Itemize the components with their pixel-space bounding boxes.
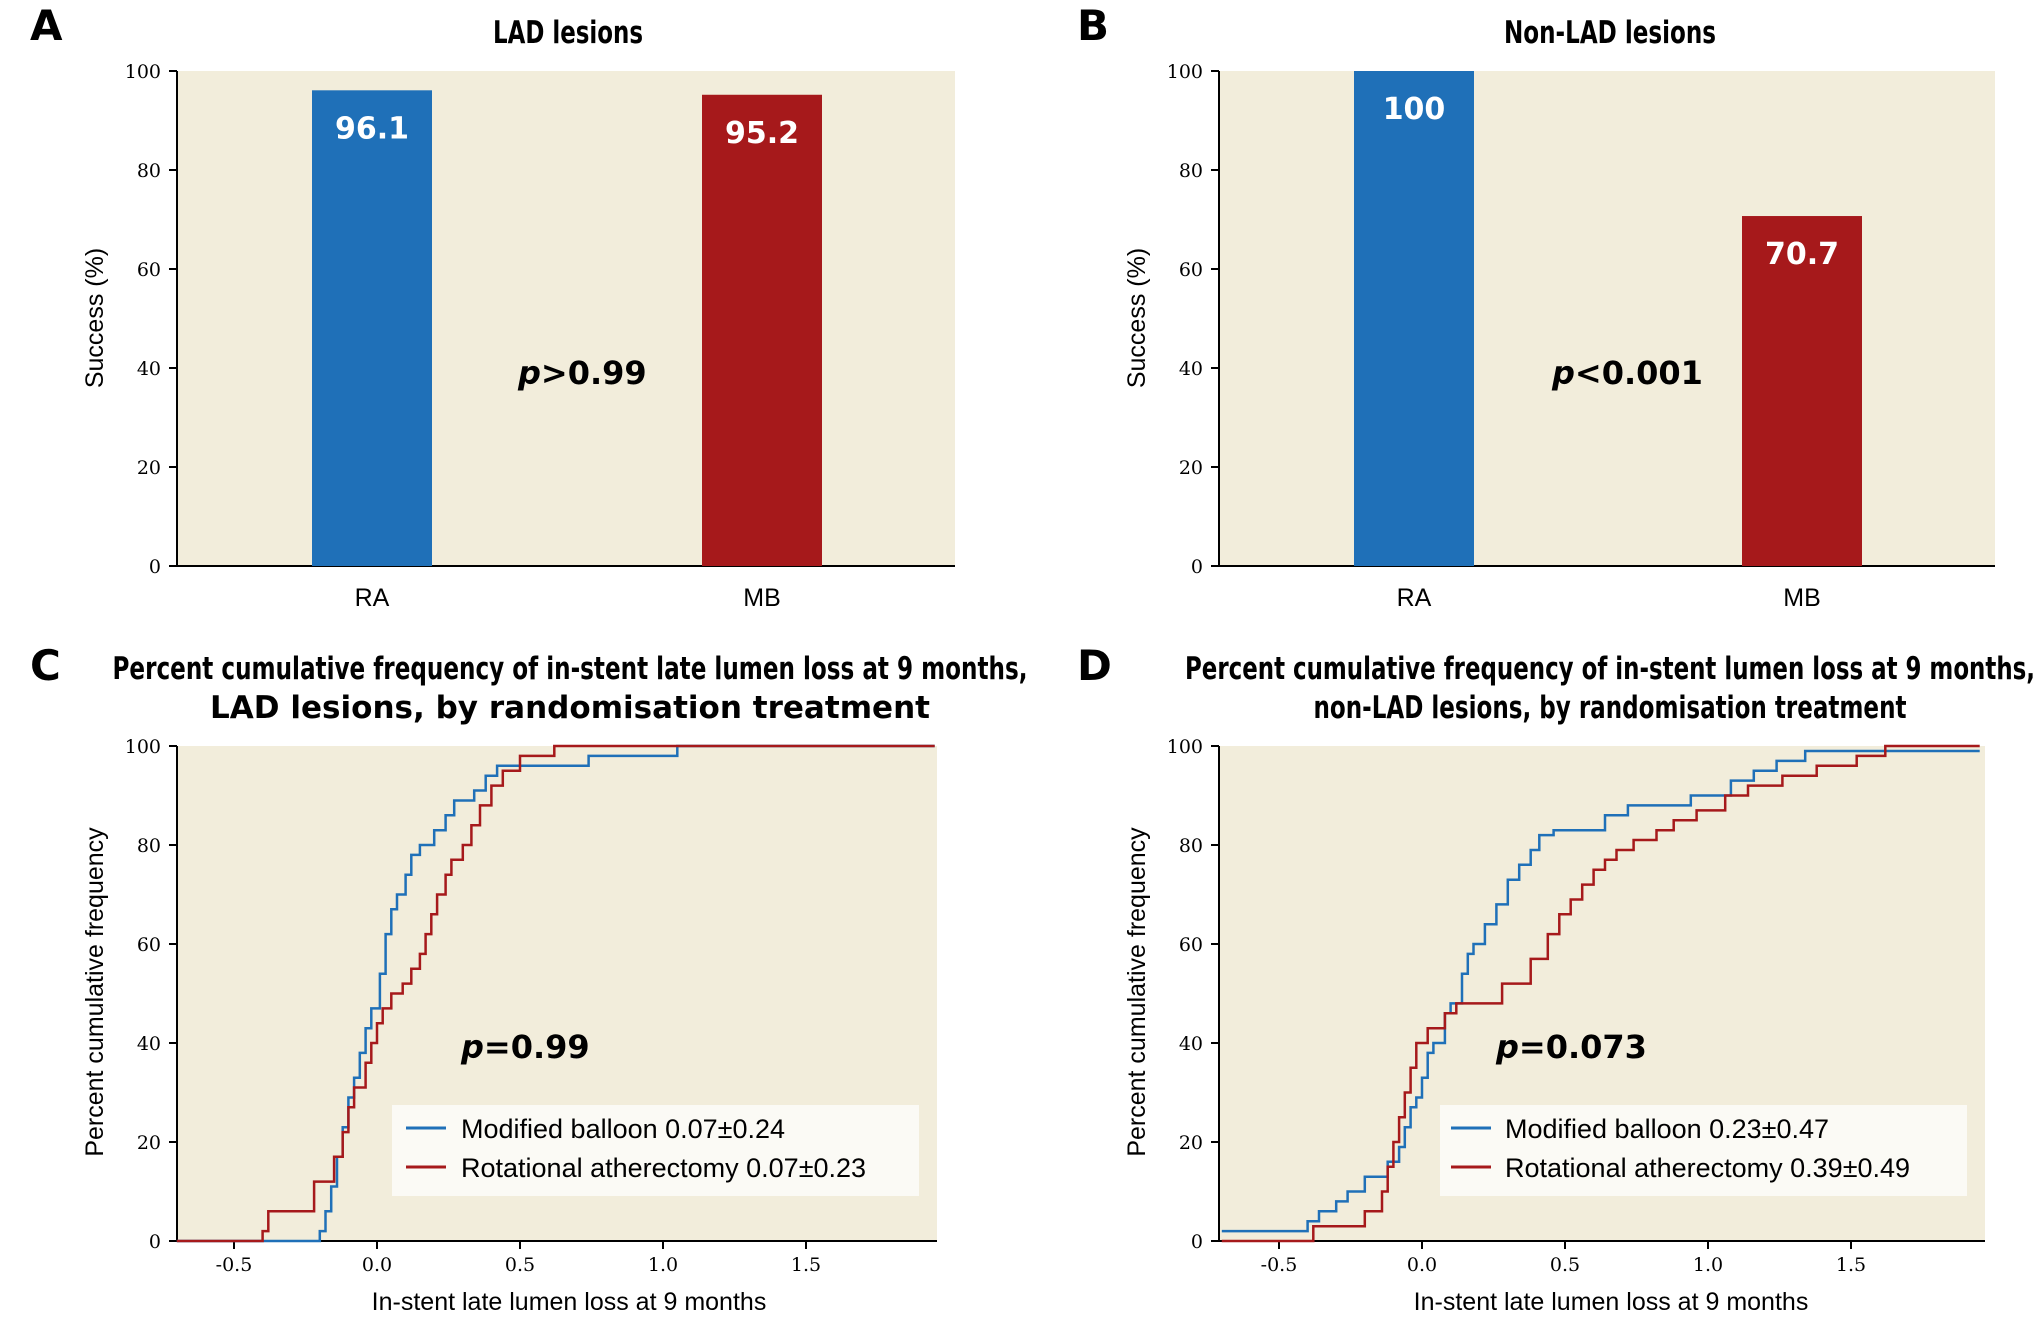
p-value-d: p=0.073 — [1495, 1028, 1647, 1066]
y-axis-title-a: Success (%) — [81, 248, 109, 388]
panel-c-title-line-2: LAD lesions, by randomisation treatment — [210, 690, 930, 726]
x-tick-label-c: 0.5 — [505, 1254, 535, 1276]
bar-mb-b — [1742, 216, 1862, 566]
panel-b: B Non-LAD lesions Success (%) 0 20 40 60 80 1… — [1077, 1, 1995, 612]
plot-area-b — [1219, 71, 1995, 566]
panel-c: C Percent cumulative frequency of in-ste… — [30, 641, 1028, 1316]
bar-mb-a — [702, 94, 822, 566]
y-tick-label-d: 80 — [1179, 835, 1203, 857]
p-value-a-value: >0.99 — [541, 354, 647, 392]
p-value-a: p>0.99 — [517, 354, 647, 392]
x-axis-title-c: In-stent late lumen loss at 9 months — [372, 1288, 767, 1316]
x-tick-label-d: 0.5 — [1550, 1254, 1580, 1276]
panel-d-title-line-1: Percent cumulative frequency of in-stent… — [1185, 651, 2035, 687]
p-value-b: p<0.001 — [1551, 354, 1703, 392]
y-tick-label-c: 0 — [149, 1231, 161, 1253]
bar-value-label-mb-b: 70.7 — [1765, 237, 1839, 272]
category-label-mb-a: MB — [743, 584, 781, 612]
y-tick-label-a: 60 — [137, 259, 161, 281]
x-axis-title-d: In-stent late lumen loss at 9 months — [1414, 1288, 1809, 1316]
x-tick-label-d: -0.5 — [1261, 1254, 1298, 1276]
y-tick-label-c: 80 — [137, 835, 161, 857]
y-tick-label-a: 100 — [125, 61, 161, 83]
series-balloon-d — [1221, 749, 1980, 1233]
p-value-c: p=0.99 — [460, 1028, 590, 1066]
category-label-ra-a: RA — [355, 584, 390, 612]
x-tick-label-d: 1.0 — [1693, 1254, 1723, 1276]
legend-c: Modified balloon 0.07±0.24 Rotational at… — [392, 1105, 919, 1196]
panel-c-title-line-1: Percent cumulative frequency of in-stent… — [113, 651, 1028, 687]
bar-ra-b — [1354, 71, 1474, 566]
y-tick-label-a: 80 — [137, 160, 161, 182]
panel-a: A LAD lesions Success (%) 0 20 40 60 80 100 9… — [30, 1, 955, 612]
category-label-ra-b: RA — [1397, 584, 1432, 612]
y-tick-label-a: 0 — [149, 556, 161, 578]
panel-letter-d: D — [1077, 641, 1112, 690]
p-value-a-p: p — [517, 354, 541, 392]
x-tick-label-c: 0.0 — [362, 1254, 392, 1276]
legend-c-box — [392, 1105, 919, 1196]
panel-a-title: LAD lesions — [493, 15, 643, 51]
panel-letter-b: B — [1077, 1, 1109, 50]
bar-value-label-ra-a: 96.1 — [335, 111, 409, 146]
legend-d-label-balloon: Modified balloon 0.23±0.47 — [1505, 1114, 1829, 1144]
y-tick-label-a: 40 — [137, 358, 161, 380]
plot-area-a — [177, 71, 955, 566]
panel-d-title-line-2: non-LAD lesions, by randomisation treatm… — [1314, 690, 1907, 726]
x-tick-label-c: 1.0 — [648, 1254, 678, 1276]
panel-letter-a: A — [30, 1, 63, 50]
p-value-b-p: p — [1551, 354, 1575, 392]
y-tick-label-b: 0 — [1191, 556, 1203, 578]
p-value-b-value: <0.001 — [1575, 354, 1703, 392]
y-tick-label-d: 20 — [1179, 1132, 1203, 1154]
category-label-mb-b: MB — [1783, 584, 1821, 612]
y-tick-label-b: 60 — [1179, 259, 1203, 281]
y-tick-label-b: 100 — [1167, 61, 1203, 83]
bar-value-label-ra-b: 100 — [1383, 92, 1446, 127]
legend-c-label-balloon: Modified balloon 0.07±0.24 — [461, 1114, 785, 1144]
legend-c-label-atherectomy: Rotational atherectomy 0.07±0.23 — [461, 1153, 866, 1183]
p-value-d-value: =0.073 — [1519, 1028, 1647, 1066]
x-tick-label-c: 1.5 — [791, 1254, 821, 1276]
y-tick-label-c: 40 — [137, 1033, 161, 1055]
y-tick-label-b: 20 — [1179, 457, 1203, 479]
series-atherectomy-d — [1221, 744, 1980, 1243]
y-tick-label-d: 40 — [1179, 1033, 1203, 1055]
legend-d-box — [1440, 1105, 1967, 1196]
legend-d: Modified balloon 0.23±0.47 Rotational at… — [1440, 1105, 1967, 1196]
p-value-c-value: =0.99 — [484, 1028, 590, 1066]
y-tick-label-d: 60 — [1179, 934, 1203, 956]
y-axis-title-c: Percent cumulative frequency — [81, 827, 109, 1157]
p-value-c-p: p — [460, 1028, 484, 1066]
y-tick-label-c: 60 — [137, 934, 161, 956]
panel-d: D Percent cumulative frequency of in-ste… — [1077, 641, 2035, 1316]
y-axis-title-b: Success (%) — [1123, 248, 1151, 388]
bar-ra-a — [312, 90, 432, 567]
bar-value-label-mb-a: 95.2 — [725, 116, 799, 151]
panel-letter-c: C — [30, 641, 61, 690]
x-tick-label-c: -0.5 — [216, 1254, 253, 1276]
x-tick-label-d: 0.0 — [1407, 1254, 1437, 1276]
y-tick-label-d: 0 — [1191, 1231, 1203, 1253]
y-tick-label-c: 100 — [125, 736, 161, 758]
y-tick-label-c: 20 — [137, 1132, 161, 1154]
y-tick-label-a: 20 — [137, 457, 161, 479]
y-axis-title-d: Percent cumulative frequency — [1123, 827, 1151, 1157]
p-value-d-p: p — [1495, 1028, 1519, 1066]
x-tick-label-d: 1.5 — [1836, 1254, 1866, 1276]
series-atherectomy-c — [176, 744, 935, 1243]
y-tick-label-b: 40 — [1179, 358, 1203, 380]
y-tick-label-d: 100 — [1167, 736, 1203, 758]
panel-b-title: Non-LAD lesions — [1504, 15, 1716, 51]
y-tick-label-b: 80 — [1179, 160, 1203, 182]
legend-d-label-atherectomy: Rotational atherectomy 0.39±0.49 — [1505, 1153, 1910, 1183]
